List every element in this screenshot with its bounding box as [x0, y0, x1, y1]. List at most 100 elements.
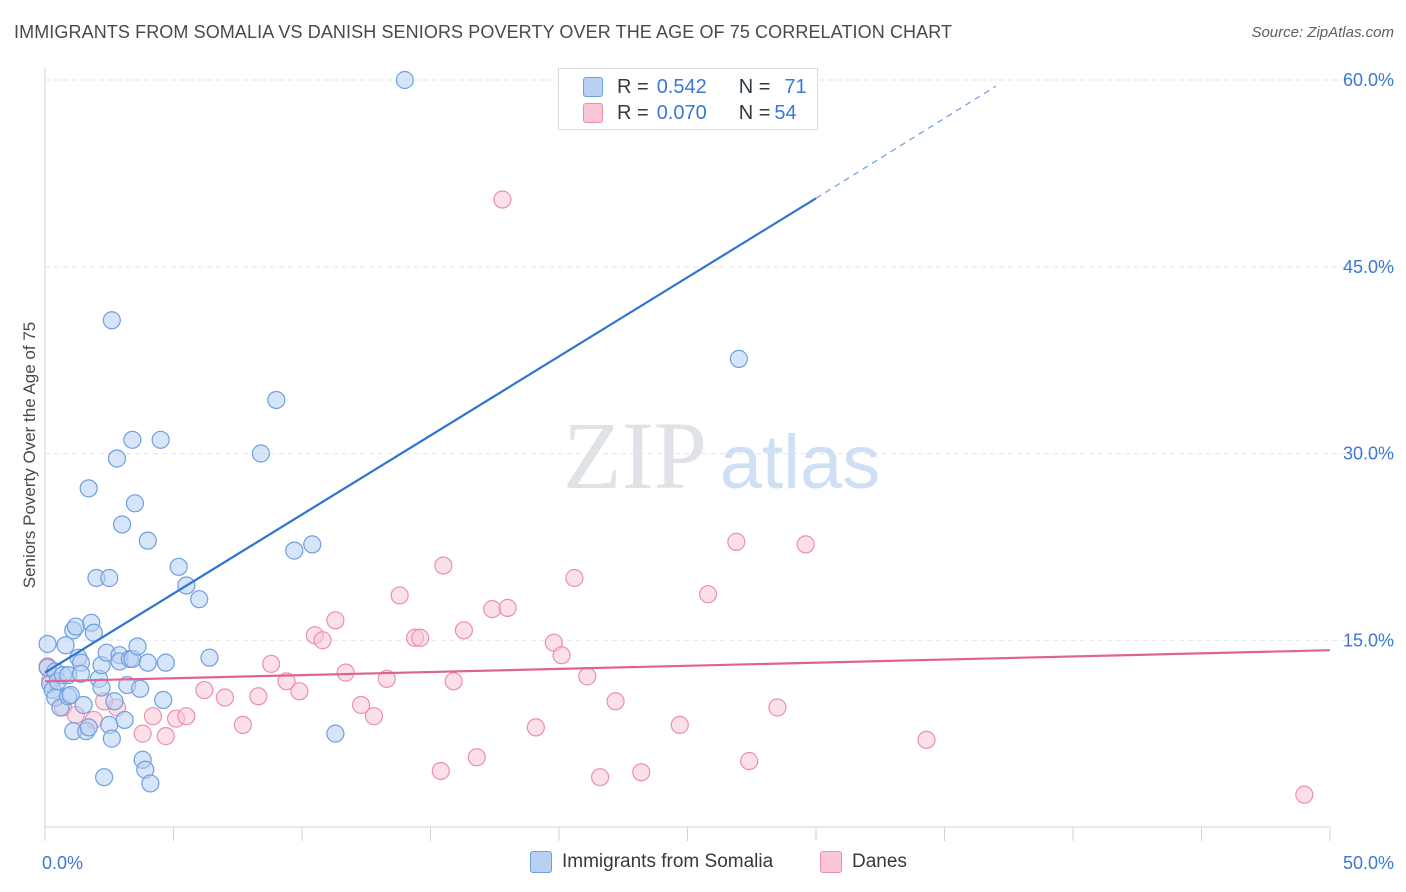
somalia-swatch [583, 77, 603, 97]
y-tick-label: 45.0% [1343, 257, 1394, 277]
danes-point [796, 535, 815, 554]
somalia-point [128, 637, 147, 656]
somalia-point [61, 685, 80, 705]
danes-point [336, 663, 355, 682]
n-value: 54 [774, 101, 797, 124]
somalia-point [151, 430, 170, 449]
somalia-point [71, 664, 91, 683]
r-value: 0.070 [656, 101, 707, 124]
y-tick-label: 30.0% [1343, 444, 1394, 464]
somalia-point [267, 390, 286, 410]
danes-point [326, 611, 345, 630]
somalia-point [107, 449, 127, 468]
somalia-point [100, 568, 119, 588]
legend-label-somalia: Immigrants from Somalia [562, 851, 774, 872]
somalia-point [169, 557, 188, 576]
danes-swatch [583, 103, 603, 123]
stats-legend-row-somalia: R = 0.542 N = 71 [583, 75, 807, 99]
danes-trend-line [44, 649, 1331, 683]
legend-item-danes[interactable]: Danes [820, 851, 907, 873]
somalia-point [200, 648, 219, 667]
r-label: R = [617, 101, 649, 124]
danes-point [917, 730, 936, 749]
somalia-point [138, 653, 157, 672]
danes-point [249, 687, 268, 706]
danes-point [454, 621, 474, 640]
danes-point [215, 688, 234, 707]
chart-title: IMMIGRANTS FROM SOMALIA VS DANISH SENIOR… [14, 22, 953, 42]
danes-point [483, 600, 502, 619]
r-value: 0.542 [656, 75, 707, 98]
danes-point [364, 707, 384, 726]
somalia-point [326, 724, 345, 743]
danes-point [431, 761, 450, 781]
axes [44, 68, 1331, 841]
trend-lines [44, 85, 1331, 683]
danes-point [698, 585, 718, 604]
somalia-point [102, 729, 121, 748]
danes-point [591, 768, 610, 787]
source-credit: Source: ZipAtlas.com [1251, 24, 1394, 41]
danes-point [670, 715, 689, 735]
danes-point [290, 682, 309, 701]
somalia-point [123, 430, 142, 449]
danes-point [578, 667, 597, 686]
stats-legend: R = 0.542 N = 71 R = 0.070 N = 54 [558, 68, 818, 130]
danes-point [727, 532, 746, 551]
danes-point [444, 672, 463, 691]
somalia-point [154, 690, 173, 710]
danes-point [277, 672, 296, 691]
somalia-point [56, 636, 75, 655]
series-legend: Immigrants from Somalia Danes [0, 851, 1406, 879]
danes-point [390, 586, 409, 605]
danes-point [195, 680, 214, 700]
danes-point [233, 715, 252, 735]
danes-point [606, 692, 625, 711]
danes-point [156, 727, 175, 746]
danes-point [552, 646, 571, 665]
somalia-point [105, 692, 124, 711]
danes-legend-swatch [820, 851, 842, 873]
danes-point [411, 628, 430, 647]
danes-point [632, 763, 651, 782]
somalia-point [729, 349, 749, 368]
tick-labels: 15.0% 30.0% 45.0% 60.0% 0.0% 50.0% [42, 70, 1394, 873]
somalia-points [38, 70, 749, 793]
danes-point [143, 707, 163, 726]
watermark: ZIP atlas [563, 402, 880, 509]
danes-point [565, 568, 584, 588]
danes-point [493, 190, 512, 209]
somalia-point [92, 678, 111, 697]
somalia-point [141, 774, 160, 793]
somalia-point [66, 617, 85, 636]
danes-point [352, 695, 371, 715]
legend-item-somalia[interactable]: Immigrants from Somalia [530, 851, 773, 873]
somalia-point [74, 695, 93, 715]
danes-point [434, 556, 453, 575]
grid-lines [45, 79, 1392, 641]
danes-point [262, 654, 281, 674]
danes-point [467, 748, 486, 767]
somalia-point [84, 623, 103, 642]
x-tick-label: 50.0% [1343, 853, 1394, 873]
y-tick-label: 60.0% [1343, 70, 1394, 90]
somalia-point [112, 515, 132, 534]
somalia-point [130, 679, 150, 698]
somalia-point [251, 444, 270, 463]
somalia-point [190, 590, 209, 609]
somalia-legend-swatch [530, 851, 552, 873]
somalia-point [156, 653, 175, 672]
r-label: R = [617, 75, 649, 98]
somalia-point [79, 718, 98, 737]
somalia-point [303, 535, 322, 554]
watermark-atlas: atlas [720, 420, 881, 505]
somalia-trend-extension [815, 85, 997, 199]
danes-point [177, 707, 196, 726]
watermark-zip: ZIP [563, 402, 707, 509]
danes-point [768, 698, 787, 717]
danes-point [498, 598, 517, 617]
x-tick-label: 0.0% [42, 853, 83, 873]
danes-point [313, 631, 332, 650]
danes-point [133, 724, 152, 743]
